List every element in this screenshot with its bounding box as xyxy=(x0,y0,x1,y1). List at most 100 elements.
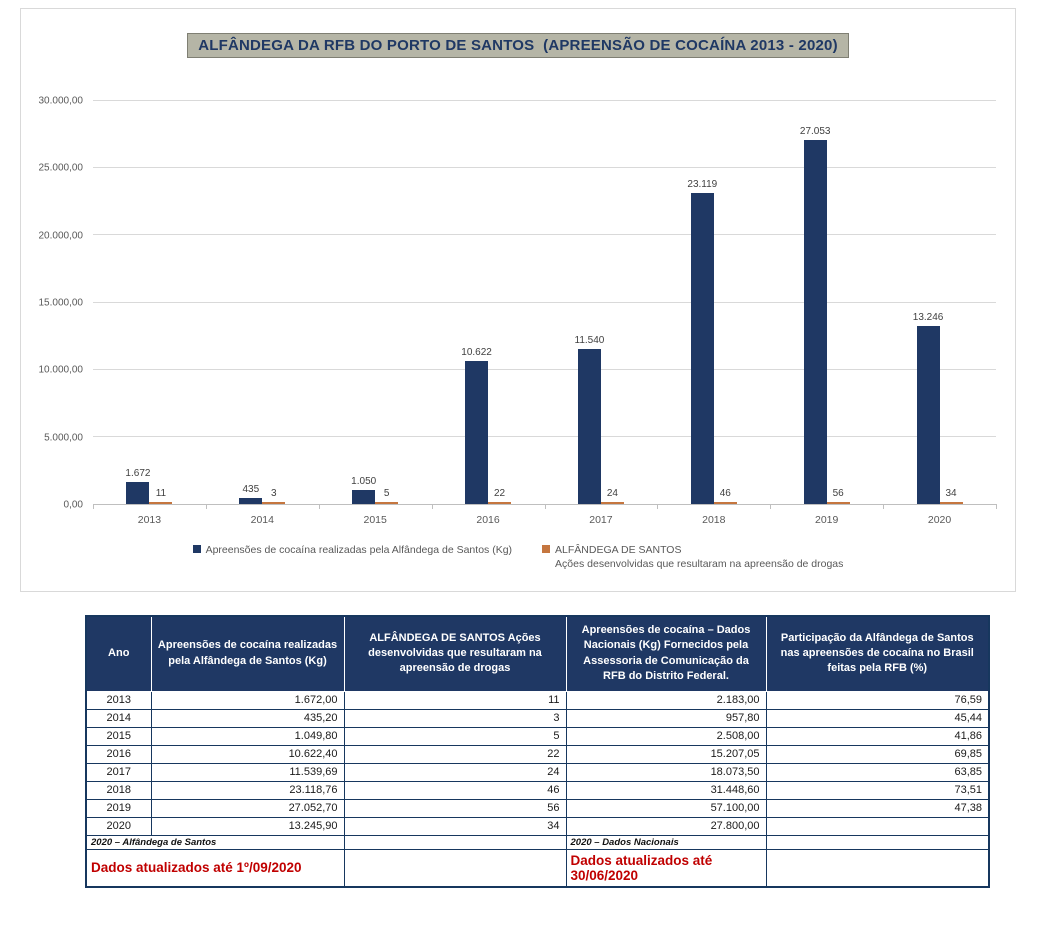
footnote-empty-cell xyxy=(765,848,990,888)
cell-value: 1.672,00 xyxy=(150,690,345,710)
cell-year: 2019 xyxy=(85,798,152,818)
y-axis-tick-label: 30.000,00 xyxy=(38,95,84,107)
x-axis-tick-label: 2013 xyxy=(137,514,162,526)
cell-year: 2016 xyxy=(85,744,152,764)
bar-value-label: 3 xyxy=(271,488,277,499)
bar-apreensoes-2019 xyxy=(803,139,827,504)
cell-value: 13.245,90 xyxy=(150,816,345,836)
legend-swatch-orange-icon xyxy=(542,545,551,553)
bar-group-2014: 435 3 xyxy=(206,101,319,504)
bar-acoes-2020 xyxy=(939,502,963,504)
bar-value-label: 22 xyxy=(494,488,506,499)
cell-year: 2020 xyxy=(85,816,152,836)
legend-item-acoes: ALFÂNDEGA DE SANTOS Ações desenvolvidas … xyxy=(542,543,843,571)
legend-label-acoes-line1: ALFÂNDEGA DE SANTOS xyxy=(555,544,682,556)
footnote-row-updates: Dados atualizados até 1º/09/2020 Dados a… xyxy=(85,848,990,888)
bar-wrap: 24 xyxy=(600,488,624,504)
cell-value: 24 xyxy=(343,762,567,782)
gridline xyxy=(93,234,996,236)
bar-value-label: 34 xyxy=(945,488,957,499)
footnote-empty-cell xyxy=(343,848,567,888)
x-axis-tick-mark xyxy=(318,504,320,509)
cell-value: 27.800,00 xyxy=(565,816,767,836)
bar-group-2016: 10.622 22 xyxy=(432,101,545,504)
cell-value: 76,59 xyxy=(765,690,990,710)
column-header: Apreensões de cocaína realizadas pela Al… xyxy=(150,615,345,692)
footnote-row-notes: 2020 – Alfândega de Santos 2020 – Dados … xyxy=(85,834,990,850)
data-table: Ano Apreensões de cocaína realizadas pela… xyxy=(85,615,990,888)
gridline xyxy=(93,167,996,169)
bar-apreensoes-2014 xyxy=(239,498,263,504)
cell-value: 34 xyxy=(343,816,567,836)
footnote-empty-cell xyxy=(343,834,567,850)
cell-value: 45,44 xyxy=(765,708,990,728)
x-axis-tick-mark xyxy=(544,504,546,509)
cell-value: 3 xyxy=(343,708,567,728)
cell-value: 47,38 xyxy=(765,798,990,818)
bar-wrap: 1.672 xyxy=(125,468,150,504)
chart-title: ALFÂNDEGA DA RFB DO PORTO DE SANTOS (APR… xyxy=(187,33,849,58)
cell-value xyxy=(765,816,990,836)
bar-group-2018: 23.119 46 xyxy=(657,101,770,504)
chart-container: ALFÂNDEGA DA RFB DO PORTO DE SANTOS (APR… xyxy=(20,8,1016,592)
table-row: 2017 11.539,69 24 18.073,50 63,85 xyxy=(85,762,990,782)
bar-apreensoes-2013 xyxy=(126,481,150,504)
x-axis-tick-mark xyxy=(996,504,997,509)
bar-value-label: 56 xyxy=(832,488,844,499)
bar-apreensoes-2015 xyxy=(352,489,376,504)
table-row: 2020 13.245,90 34 27.800,00 xyxy=(85,816,990,836)
cell-year: 2014 xyxy=(85,708,152,728)
x-axis-tick-mark xyxy=(770,504,772,509)
bar-apreensoes-2017 xyxy=(577,348,601,504)
cell-value: 18.073,50 xyxy=(565,762,767,782)
gridline xyxy=(93,368,996,370)
bar-acoes-2019 xyxy=(826,502,850,504)
cell-value: 2.508,00 xyxy=(565,726,767,746)
table-row: 2018 23.118,76 46 31.448,60 73,51 xyxy=(85,780,990,800)
x-axis-tick-label: 2017 xyxy=(589,514,613,526)
bar-acoes-2018 xyxy=(713,502,737,504)
cell-value: 11 xyxy=(343,690,567,710)
cell-year: 2018 xyxy=(85,780,152,800)
table-row: 2016 10.622,40 22 15.207,05 69,85 xyxy=(85,744,990,764)
bar-wrap: 1.050 xyxy=(351,476,376,504)
gridline xyxy=(93,301,996,303)
y-axis-tick-label: 20.000,00 xyxy=(38,230,84,242)
bar-wrap: 11 xyxy=(149,488,173,504)
table-row: 2015 1.049,80 5 2.508,00 41,86 xyxy=(85,726,990,746)
cell-value: 56 xyxy=(343,798,567,818)
bar-acoes-2015 xyxy=(375,502,399,504)
cell-year: 2017 xyxy=(85,762,152,782)
column-header: Participação da Alfândega de Santos nas … xyxy=(765,615,990,692)
table-row: 2014 435,20 3 957,80 45,44 xyxy=(85,708,990,728)
bar-value-label: 11 xyxy=(155,488,167,499)
chart-title-row: ALFÂNDEGA DA RFB DO PORTO DE SANTOS (APR… xyxy=(21,33,1015,58)
x-axis-tick-mark xyxy=(883,504,885,509)
x-axis-tick-mark xyxy=(431,504,433,509)
y-axis-tick-label: 15.000,00 xyxy=(38,297,84,309)
legend-label-acoes-line2: Ações desenvolvidas que resultaram na ap… xyxy=(555,558,844,571)
cell-year: 2015 xyxy=(85,726,152,746)
bar-groups: 1.672 11 435 3 1.050 5 10.622 22 11.540 24 23.119 4… xyxy=(93,101,996,504)
x-axis-tick-label: 2019 xyxy=(815,514,839,526)
bar-wrap: 34 xyxy=(939,488,963,504)
bar-value-label: 1.050 xyxy=(351,475,377,487)
bar-wrap: 11.540 xyxy=(575,335,604,504)
table-header-row: Ano Apreensões de cocaína realizadas pela… xyxy=(85,615,990,692)
legend-label-apreensoes: Apreensões de cocaína realizadas pela Al… xyxy=(205,544,513,556)
cell-value: 5 xyxy=(343,726,567,746)
gridline xyxy=(93,100,996,101)
cell-value: 2.183,00 xyxy=(565,690,767,710)
bar-wrap: 13.246 xyxy=(913,312,943,504)
bar-acoes-2016 xyxy=(488,502,512,504)
cell-value: 15.207,05 xyxy=(565,744,767,764)
bar-apreensoes-2018 xyxy=(690,192,714,504)
plot-area: 1.672 11 435 3 1.050 5 10.622 22 11.540 24 23.119 4… xyxy=(93,100,997,509)
x-axis-tick-mark xyxy=(93,504,94,509)
bar-wrap: 5 xyxy=(375,488,399,504)
gridline xyxy=(93,435,996,437)
bar-value-label: 10.622 xyxy=(461,347,492,358)
footnote-nacionais-update: Dados atualizados até 30/06/2020 xyxy=(565,848,767,888)
column-header: Ano xyxy=(85,615,152,692)
footnote-empty-cell xyxy=(765,834,990,850)
